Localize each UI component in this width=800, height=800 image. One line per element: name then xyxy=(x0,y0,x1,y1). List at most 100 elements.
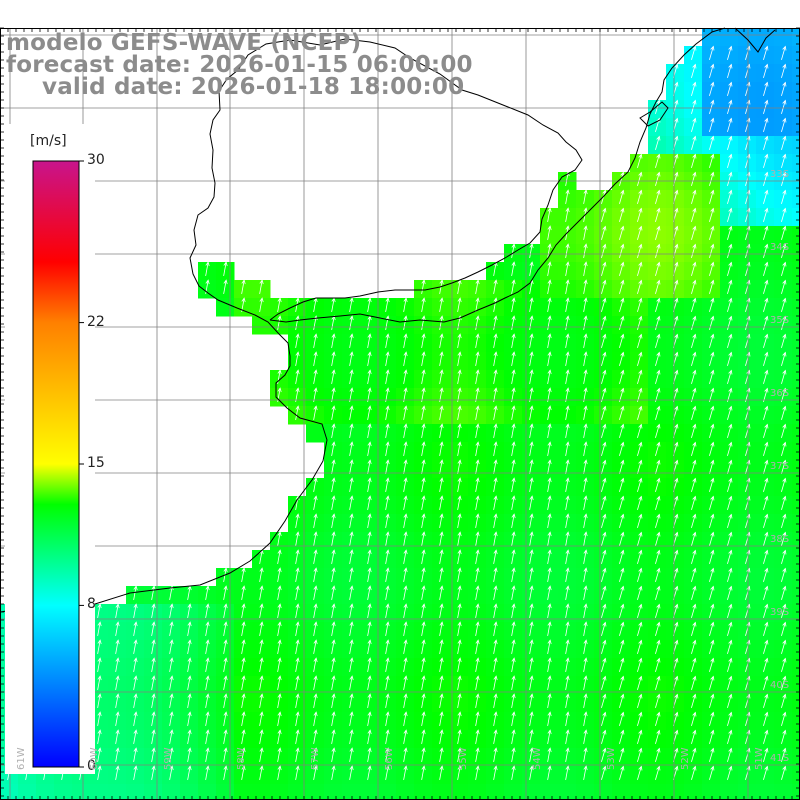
field-cell xyxy=(396,388,415,407)
field-cell xyxy=(306,568,325,587)
wind-arrow xyxy=(151,585,156,601)
wind-arrow xyxy=(691,477,697,493)
field-cell xyxy=(702,208,721,227)
wind-arrow xyxy=(511,765,516,781)
field-cell xyxy=(576,514,595,533)
field-cell xyxy=(756,712,775,731)
wind-arrow xyxy=(349,459,354,475)
wind-arrow xyxy=(457,729,462,745)
field-cell xyxy=(576,604,595,623)
wind-arrow xyxy=(691,621,697,637)
wind-arrow xyxy=(97,711,102,727)
field-cell xyxy=(576,352,595,371)
field-cell xyxy=(108,748,127,767)
wind-arrow xyxy=(691,351,697,367)
field-cell xyxy=(378,712,397,731)
wind-arrow xyxy=(547,369,552,385)
field-cell xyxy=(738,406,757,425)
field-cell xyxy=(486,496,505,515)
wind-arrow xyxy=(763,99,769,115)
field-cell xyxy=(504,388,523,407)
wind-arrow xyxy=(439,639,444,655)
field-cell xyxy=(378,352,397,371)
wind-arrow xyxy=(367,639,372,655)
wind-arrow xyxy=(169,765,174,781)
wind-arrow xyxy=(349,729,354,745)
field-cell xyxy=(738,640,757,659)
wind-arrow xyxy=(241,729,246,745)
field-cell xyxy=(108,694,127,713)
field-cell xyxy=(612,208,631,227)
wind-arrow xyxy=(565,207,570,223)
field-cell xyxy=(360,766,379,785)
field-cell xyxy=(594,460,613,479)
field-cell xyxy=(774,424,793,443)
wind-arrow xyxy=(187,729,192,745)
field-cell xyxy=(126,586,145,605)
wind-arrow xyxy=(781,531,787,547)
wind-arrow xyxy=(637,513,643,529)
field-cell xyxy=(180,676,199,695)
field-cell xyxy=(468,280,487,299)
wind-arrow xyxy=(223,729,228,745)
wind-arrow xyxy=(421,639,426,655)
field-cell xyxy=(522,532,541,551)
field-cell xyxy=(774,568,793,587)
field-cell xyxy=(738,694,757,713)
wind-arrow xyxy=(709,531,715,547)
field-cell xyxy=(792,766,800,785)
field-cell xyxy=(414,514,433,533)
field-cell xyxy=(540,514,559,533)
wind-arrow xyxy=(385,351,390,367)
wind-arrow xyxy=(259,657,264,673)
field-cell xyxy=(630,568,649,587)
wind-arrow xyxy=(709,567,715,583)
field-cell xyxy=(486,280,505,299)
wind-arrow xyxy=(529,639,534,655)
wind-arrow xyxy=(295,567,300,583)
wind-arrow xyxy=(385,603,390,619)
field-cell xyxy=(576,280,595,299)
wind-arrow xyxy=(601,765,607,781)
field-cell xyxy=(792,334,800,353)
wind-arrow xyxy=(637,675,643,691)
field-cell xyxy=(144,730,163,749)
field-cell xyxy=(702,370,721,389)
field-cell xyxy=(522,622,541,641)
field-cell xyxy=(522,658,541,677)
field-cell xyxy=(540,712,559,731)
wind-arrow xyxy=(475,369,480,385)
wind-arrow xyxy=(259,675,264,691)
field-cell xyxy=(774,280,793,299)
field-cell xyxy=(684,730,703,749)
field-cell xyxy=(288,676,307,695)
field-cell xyxy=(558,514,577,533)
field-cell xyxy=(540,406,559,425)
field-cell xyxy=(324,478,343,497)
wind-arrow xyxy=(493,693,498,709)
wind-arrow xyxy=(547,693,552,709)
wind-arrow xyxy=(367,693,372,709)
wind-arrow xyxy=(565,765,570,781)
colorbar xyxy=(5,124,95,774)
field-cell xyxy=(738,208,757,227)
wind-arrow xyxy=(709,747,715,763)
field-cell xyxy=(774,352,793,371)
wind-arrow xyxy=(583,225,588,241)
wind-arrow xyxy=(691,171,697,187)
field-cell xyxy=(396,298,415,317)
field-cell xyxy=(360,784,379,800)
wind-arrow xyxy=(637,711,643,727)
field-cell xyxy=(306,748,325,767)
wind-arrow xyxy=(691,117,697,133)
wind-arrow xyxy=(583,189,588,205)
field-cell xyxy=(738,190,757,209)
wind-arrow xyxy=(691,153,697,169)
wind-arrow xyxy=(421,729,426,745)
field-cell xyxy=(468,676,487,695)
field-cell xyxy=(450,586,469,605)
field-cell xyxy=(414,568,433,587)
field-cell xyxy=(198,262,217,281)
wind-arrow xyxy=(691,405,697,421)
wind-arrow xyxy=(421,585,426,601)
